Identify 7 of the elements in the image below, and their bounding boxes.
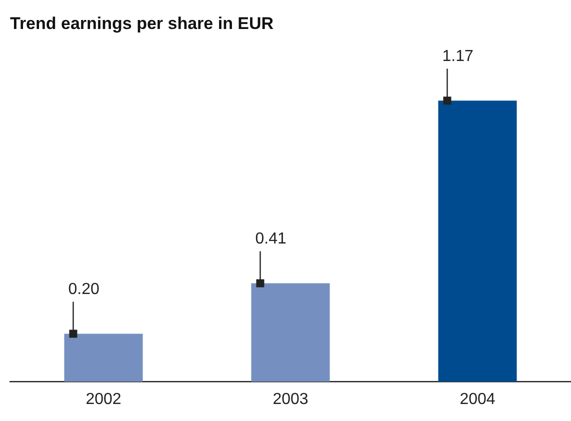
chart-title: Trend earnings per share in EUR <box>10 14 274 33</box>
x-tick-label: 2003 <box>272 390 308 408</box>
x-tick-label: 2002 <box>86 390 122 408</box>
data-label: 0.41 <box>255 230 286 248</box>
data-label: 0.20 <box>68 281 100 298</box>
data-label: 1.17 <box>442 48 474 66</box>
x-tick-label: 2004 <box>460 390 496 408</box>
